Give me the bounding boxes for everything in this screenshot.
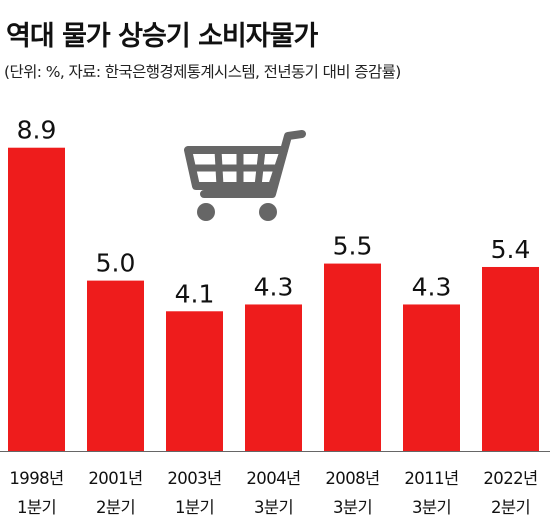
value-label-6: 5.4 — [491, 235, 531, 264]
category-label-6-1: 2분기 — [491, 498, 530, 517]
value-label-1: 5.0 — [96, 249, 136, 278]
chart-subtitle: (단위: %, 자료: 한국은행경제통계시스템, 전년동기 대비 증감률) — [4, 63, 401, 81]
category-label-4-1: 3분기 — [333, 498, 372, 517]
bar-5 — [403, 304, 460, 451]
category-label-2-0: 2003년 — [167, 469, 221, 488]
bar-4 — [324, 263, 381, 451]
chart-title: 역대 물가 상승기 소비자물가 — [6, 21, 318, 52]
value-label-5: 4.3 — [412, 272, 452, 301]
category-label-0-0: 1998년 — [9, 469, 63, 488]
category-label-0-1: 1분기 — [17, 498, 56, 517]
value-label-0: 8.9 — [17, 116, 57, 145]
category-label-5-0: 2011년 — [404, 469, 458, 488]
category-label-3-0: 2004년 — [246, 469, 300, 488]
bar-6 — [482, 266, 539, 451]
value-label-2: 4.1 — [175, 279, 215, 308]
category-label-4-0: 2008년 — [325, 469, 379, 488]
category-label-2-1: 1분기 — [175, 498, 214, 517]
bar-1 — [87, 280, 144, 451]
value-label-4: 5.5 — [333, 232, 373, 261]
bar-2 — [166, 311, 223, 451]
shopping-cart-icon — [184, 130, 306, 221]
bar-0 — [8, 147, 65, 451]
category-label-3-1: 3분기 — [254, 498, 293, 517]
category-label-6-0: 2022년 — [483, 469, 537, 488]
category-label-1-1: 2분기 — [96, 498, 135, 517]
bar-3 — [245, 304, 302, 451]
category-label-1-0: 2001년 — [88, 469, 142, 488]
category-label-5-1: 3분기 — [412, 498, 451, 517]
value-label-3: 4.3 — [254, 272, 294, 301]
